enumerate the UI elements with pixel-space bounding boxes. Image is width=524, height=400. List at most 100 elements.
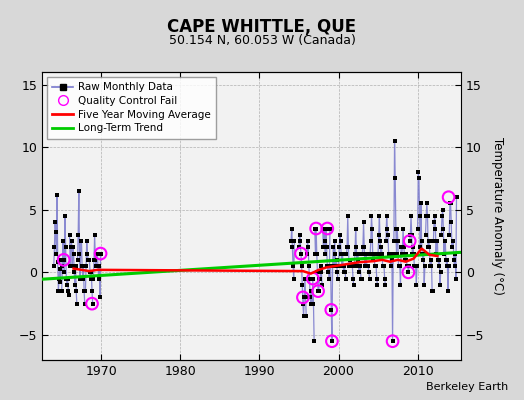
Point <box>400 250 409 257</box>
Point <box>326 225 334 232</box>
Point <box>83 250 92 257</box>
Point <box>366 250 374 257</box>
Point <box>398 244 407 250</box>
Point <box>316 276 324 282</box>
Point <box>385 250 393 257</box>
Point <box>347 263 356 269</box>
Point <box>299 294 307 300</box>
Point <box>369 250 378 257</box>
Point <box>321 238 329 244</box>
Point <box>319 244 328 250</box>
Point <box>347 263 355 269</box>
Point <box>365 269 373 276</box>
Point <box>443 257 452 263</box>
Point <box>61 213 69 219</box>
Point <box>91 257 100 263</box>
Point <box>367 213 376 219</box>
Point <box>377 244 386 250</box>
Point <box>440 250 448 257</box>
Point <box>332 263 340 269</box>
Point <box>391 225 400 232</box>
Point <box>330 263 338 269</box>
Point <box>301 294 310 300</box>
Point <box>328 338 336 344</box>
Point <box>354 250 362 257</box>
Point <box>343 244 351 250</box>
Point <box>412 282 420 288</box>
Point <box>442 257 450 263</box>
Point <box>375 213 384 219</box>
Point <box>314 288 322 294</box>
Point <box>446 200 454 207</box>
Point <box>384 232 392 238</box>
Point <box>344 244 353 250</box>
Point <box>323 263 332 269</box>
Point <box>429 288 437 294</box>
Point <box>313 269 322 276</box>
Point <box>304 263 313 269</box>
Point <box>297 250 305 257</box>
Point <box>397 244 406 250</box>
Point <box>357 276 365 282</box>
Point <box>67 244 75 250</box>
Point <box>65 292 73 298</box>
Point <box>350 282 358 288</box>
Point <box>300 294 309 300</box>
Point <box>59 238 67 244</box>
Point <box>313 250 321 257</box>
Point <box>309 276 317 282</box>
Point <box>303 238 312 244</box>
Point <box>368 257 377 263</box>
Point <box>88 288 96 294</box>
Point <box>316 263 325 269</box>
Point <box>418 238 426 244</box>
Point <box>441 238 450 244</box>
Point <box>400 244 408 250</box>
Point <box>373 282 381 288</box>
Point <box>426 263 434 269</box>
Point <box>404 269 412 276</box>
Point <box>90 257 98 263</box>
Point <box>55 276 63 282</box>
Point <box>438 213 446 219</box>
Point <box>423 200 431 207</box>
Point <box>445 232 453 238</box>
Point <box>327 307 335 313</box>
Point <box>92 250 101 257</box>
Point <box>434 263 443 269</box>
Point <box>290 276 298 282</box>
Point <box>82 263 90 269</box>
Point <box>428 288 436 294</box>
Point <box>417 200 425 207</box>
Point <box>70 269 79 276</box>
Point <box>307 300 315 307</box>
Point <box>309 276 317 282</box>
Point <box>57 257 65 263</box>
Point <box>357 276 366 282</box>
Point <box>403 263 411 269</box>
Point <box>329 244 337 250</box>
Point <box>69 250 78 257</box>
Point <box>333 269 342 276</box>
Point <box>79 276 87 282</box>
Point <box>344 213 352 219</box>
Point <box>425 244 434 250</box>
Point <box>81 288 90 294</box>
Point <box>312 225 320 232</box>
Point <box>302 313 310 319</box>
Point <box>304 244 312 250</box>
Point <box>408 232 416 238</box>
Point <box>409 250 418 257</box>
Point <box>86 276 95 282</box>
Point <box>305 276 314 282</box>
Point <box>436 269 445 276</box>
Point <box>345 257 354 263</box>
Point <box>368 225 376 232</box>
Point <box>315 276 324 282</box>
Point <box>355 263 364 269</box>
Point <box>404 269 412 276</box>
Point <box>87 269 95 276</box>
Point <box>69 244 77 250</box>
Point <box>393 225 401 232</box>
Point <box>60 257 68 263</box>
